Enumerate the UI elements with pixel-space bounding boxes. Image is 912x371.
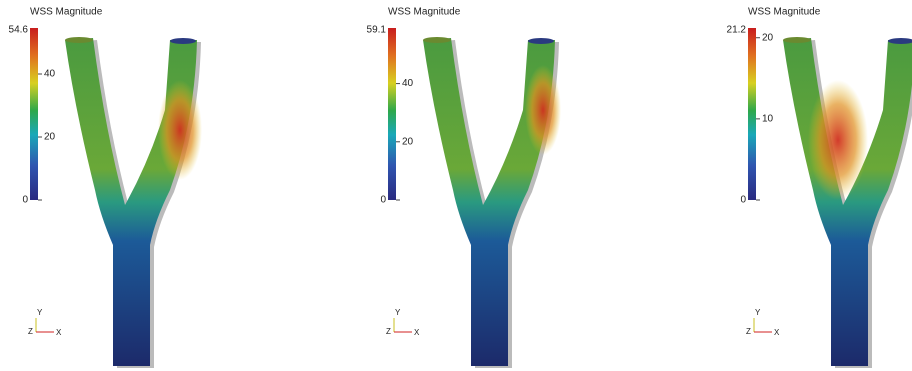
colorbar-max-label: 54.6 [9,25,29,36]
colorbar-tick-label: 0 [740,195,746,206]
colorbar-max-label: 59.1 [367,25,387,36]
colorbar-tick-label: 0 [380,195,386,206]
colorbar-tick-label: 40 [44,69,56,80]
vessel [423,38,555,366]
colorbar-tick-label: 0 [22,195,28,206]
high-wss-region [808,80,868,200]
cap [423,37,451,43]
colorbar-tick-label: 20 [402,136,414,147]
colorbar-title: WSS Magnitude [30,7,103,18]
colorbar-title: WSS Magnitude [748,7,821,18]
axis-z-label: Z [746,327,751,336]
axis-y-label: Y [755,308,761,317]
cap [888,38,912,44]
axis-z-label: Z [386,327,391,336]
colorbar [30,28,38,200]
cap [528,38,554,44]
colorbar-tick-label: 20 [762,32,774,43]
cap [170,38,196,44]
colorbar [388,28,396,200]
cap [783,37,811,43]
colorbar-title: WSS Magnitude [388,7,461,18]
colorbar-tick-label: 10 [762,114,774,125]
colorbar [748,28,756,200]
axis-x-label: X [414,328,420,337]
axis-x-label: X [56,328,62,337]
high-wss-region [158,80,202,180]
axis-z-label: Z [28,327,33,336]
axis-x-label: X [774,328,780,337]
axis-y-label: Y [395,308,401,317]
colorbar-tick-label: 40 [402,78,414,89]
axis-y-label: Y [37,308,43,317]
cap [65,37,93,43]
high-wss-region [525,65,561,155]
colorbar-max-label: 21.2 [727,25,747,36]
colorbar-tick-label: 20 [44,132,56,143]
